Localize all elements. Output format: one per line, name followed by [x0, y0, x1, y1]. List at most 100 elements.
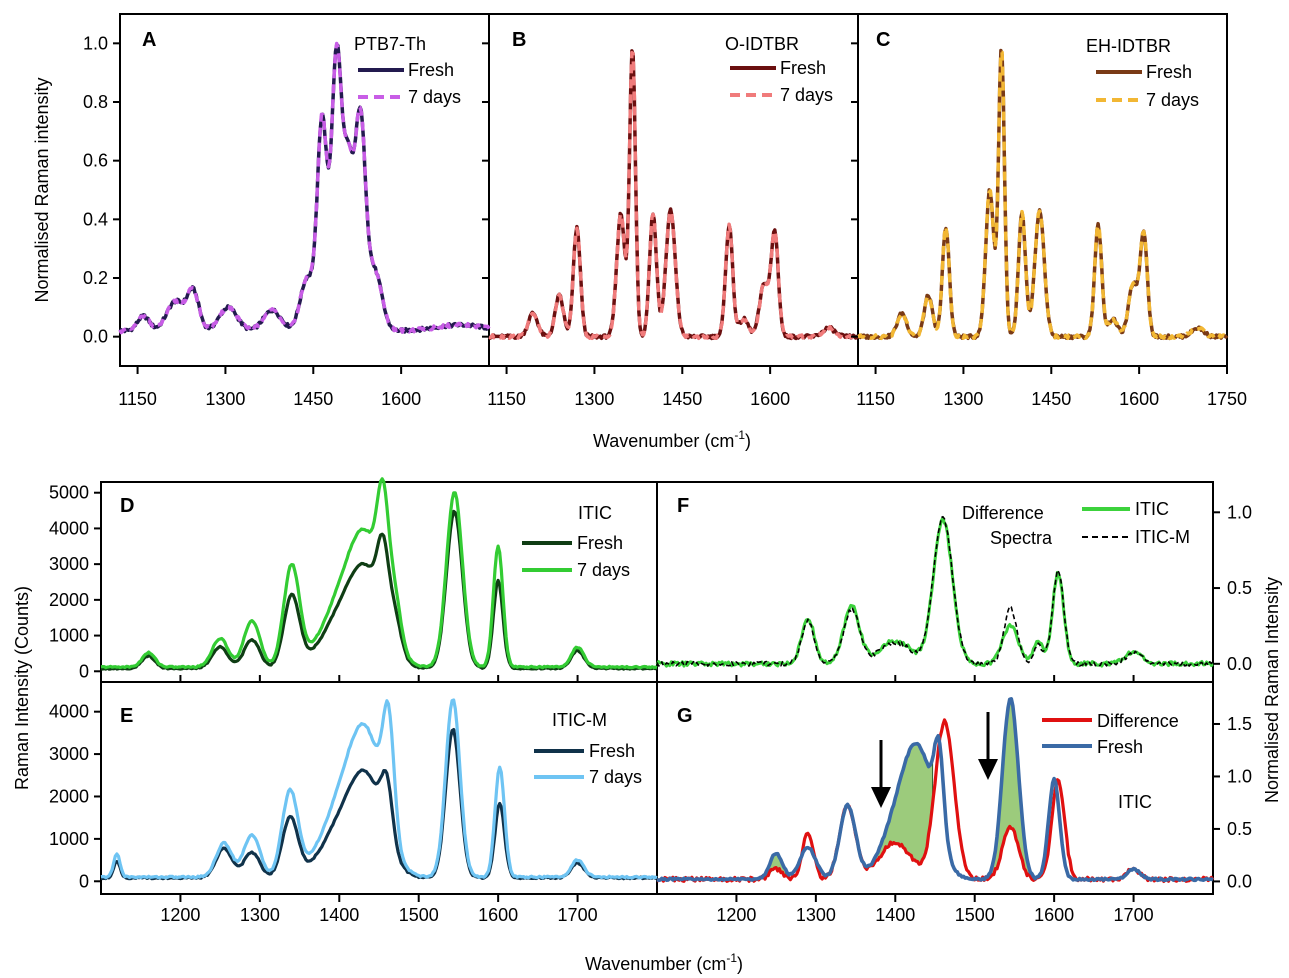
panel-e-x-label: 1200: [160, 905, 200, 925]
panel-f-legend: ITIC ITIC-M: [1082, 499, 1190, 547]
panel-d-legend: Fresh 7 days: [522, 533, 630, 580]
panel-b-x-label: 1300: [574, 389, 614, 409]
panel-a-y-label: 0.4: [83, 209, 108, 229]
panel-b-x-label: 1150: [487, 389, 526, 409]
panel-f-y-label: 0.5: [1227, 578, 1252, 598]
panel-a-y-label: 0.8: [83, 92, 108, 112]
panel-f-title-line2: Spectra: [990, 528, 1053, 548]
panel-g-series-fresh-line: [656, 697, 1214, 883]
panel-g-y-label: 0.5: [1227, 819, 1252, 839]
bottom-left-y-axis-title: Raman Intensity (Counts): [12, 586, 32, 790]
panel-a-x-label: 1300: [205, 389, 245, 409]
panel-g-y-label: 0.0: [1227, 871, 1252, 891]
panel-d-y-label: 0: [79, 661, 89, 681]
panel-c-x-label: 1450: [1031, 389, 1071, 409]
legend-label-7days: 7 days: [589, 767, 642, 787]
panel-g-x-label: 1400: [875, 905, 915, 925]
panel-c-x-label: 1300: [943, 389, 983, 409]
panel-e-x-label: 1400: [319, 905, 359, 925]
panel-e-y-label: 2000: [49, 786, 89, 806]
legend-label-fresh: Fresh: [780, 58, 826, 78]
panel-f-letter: F: [677, 495, 689, 517]
panel-a-y-label: 0.6: [83, 151, 108, 171]
panel-f-y-label: 1.0: [1227, 502, 1252, 522]
legend-label-fresh: Fresh: [577, 533, 623, 553]
panel-e-y-label: 0: [79, 871, 89, 891]
legend-label-fresh: Fresh: [408, 60, 454, 80]
panel-f-series-iticm-line: [656, 515, 1214, 667]
panel-c-legend-title: EH-IDTBR: [1086, 36, 1171, 56]
panel-e-x-label: 1300: [240, 905, 280, 925]
panel-a-y-label: 0.2: [83, 268, 108, 288]
panel-e-legend-title: ITIC-M: [552, 710, 607, 730]
panel-g-y-label: 1.5: [1227, 714, 1252, 734]
panel-a-x-label: 1600: [381, 389, 421, 409]
panel-a-letter: A: [142, 29, 156, 51]
legend-label-itic: ITIC: [1135, 499, 1169, 519]
legend-label-fresh: Fresh: [589, 741, 635, 761]
panel-c-series-7days-line: [856, 50, 1228, 341]
panel-d-y-label: 3000: [49, 554, 89, 574]
bottom-x-axis-title: Wavenumber (cm-1): [585, 951, 743, 974]
panel-b-legend-title: O-IDTBR: [725, 34, 799, 54]
panel-a-x-label: 1150: [118, 389, 157, 409]
panel-d-y-label: 5000: [49, 483, 89, 503]
legend-label-7days: 7 days: [577, 560, 630, 580]
panel-e-x-label: 1600: [478, 905, 518, 925]
panel-b-x-label: 1600: [750, 389, 790, 409]
panel-e-x-label: 1700: [558, 905, 598, 925]
panel-g-arrow-left: [871, 740, 891, 808]
legend-label-difference: Difference: [1097, 711, 1179, 731]
panel-g-frame: [656, 681, 1214, 895]
panel-b-legend: Fresh 7 days: [730, 58, 833, 105]
panel-d-letter: D: [120, 495, 134, 517]
panel-g-x-label: 1300: [796, 905, 836, 925]
panel-c-x-label: 1750: [1207, 389, 1247, 409]
top-y-axis-title: Normalised Raman intensity: [32, 77, 52, 302]
top-x-axis-title: Wavenumber (cm-1): [593, 428, 751, 451]
panel-b-series-7days-line: [488, 50, 859, 341]
panel-b-x-label: 1450: [662, 389, 702, 409]
panel-e-series-7days-line: [100, 698, 658, 880]
panel-f-y-label: 0.0: [1227, 654, 1252, 674]
panel-a-x-label: 1450: [293, 389, 333, 409]
panel-g-x-label: 1200: [716, 905, 756, 925]
panel-e-y-label: 1000: [49, 829, 89, 849]
panel-c-letter: C: [876, 29, 890, 51]
panel-g-annotation: ITIC: [1118, 792, 1152, 812]
panel-e-legend: Fresh 7 days: [534, 741, 642, 787]
panel-c-x-label: 1600: [1119, 389, 1159, 409]
legend-label-fresh: Fresh: [1097, 737, 1143, 757]
legend-label-7days: 7 days: [780, 85, 833, 105]
panel-f-series-itic-line: [655, 516, 1215, 668]
panel-d-legend-title: ITIC: [578, 503, 612, 523]
bottom-right-y-axis-title: Normalised Raman Intensity: [1262, 577, 1282, 803]
panel-g-y-label: 1.0: [1227, 766, 1252, 786]
panel-g-arrow-right: [978, 712, 998, 780]
panel-f-title-line1: Difference: [962, 503, 1044, 523]
panel-d-series-7days-line: [100, 477, 658, 670]
panel-a-series-7days-line: [118, 41, 491, 335]
panel-e-x-label: 1500: [399, 905, 439, 925]
panel-d-series-fresh-line: [100, 509, 658, 671]
panel-g-letter: G: [677, 705, 693, 727]
panel-g-x-label: 1600: [1034, 905, 1074, 925]
panel-c-x-label: 1150: [856, 389, 895, 409]
legend-label-7days: 7 days: [1146, 90, 1199, 110]
panel-e-y-label: 4000: [49, 702, 89, 722]
legend-label-7days: 7 days: [408, 87, 461, 107]
panel-d-y-label: 1000: [49, 626, 89, 646]
panel-d-y-label: 4000: [49, 518, 89, 538]
panel-a-legend-title: PTB7-Th: [354, 34, 426, 54]
panel-b-letter: B: [512, 29, 526, 51]
panel-a-y-label: 1.0: [83, 33, 108, 53]
panel-a-legend: Fresh 7 days: [358, 60, 461, 107]
panel-c-frame: [857, 13, 1228, 367]
panel-g-x-label: 1700: [1114, 905, 1154, 925]
panel-g-legend: Difference Fresh: [1042, 711, 1179, 757]
panel-d-y-label: 2000: [49, 590, 89, 610]
panel-c-legend: Fresh 7 days: [1096, 62, 1199, 110]
panel-e-letter: E: [120, 705, 133, 727]
legend-label-fresh: Fresh: [1146, 62, 1192, 82]
